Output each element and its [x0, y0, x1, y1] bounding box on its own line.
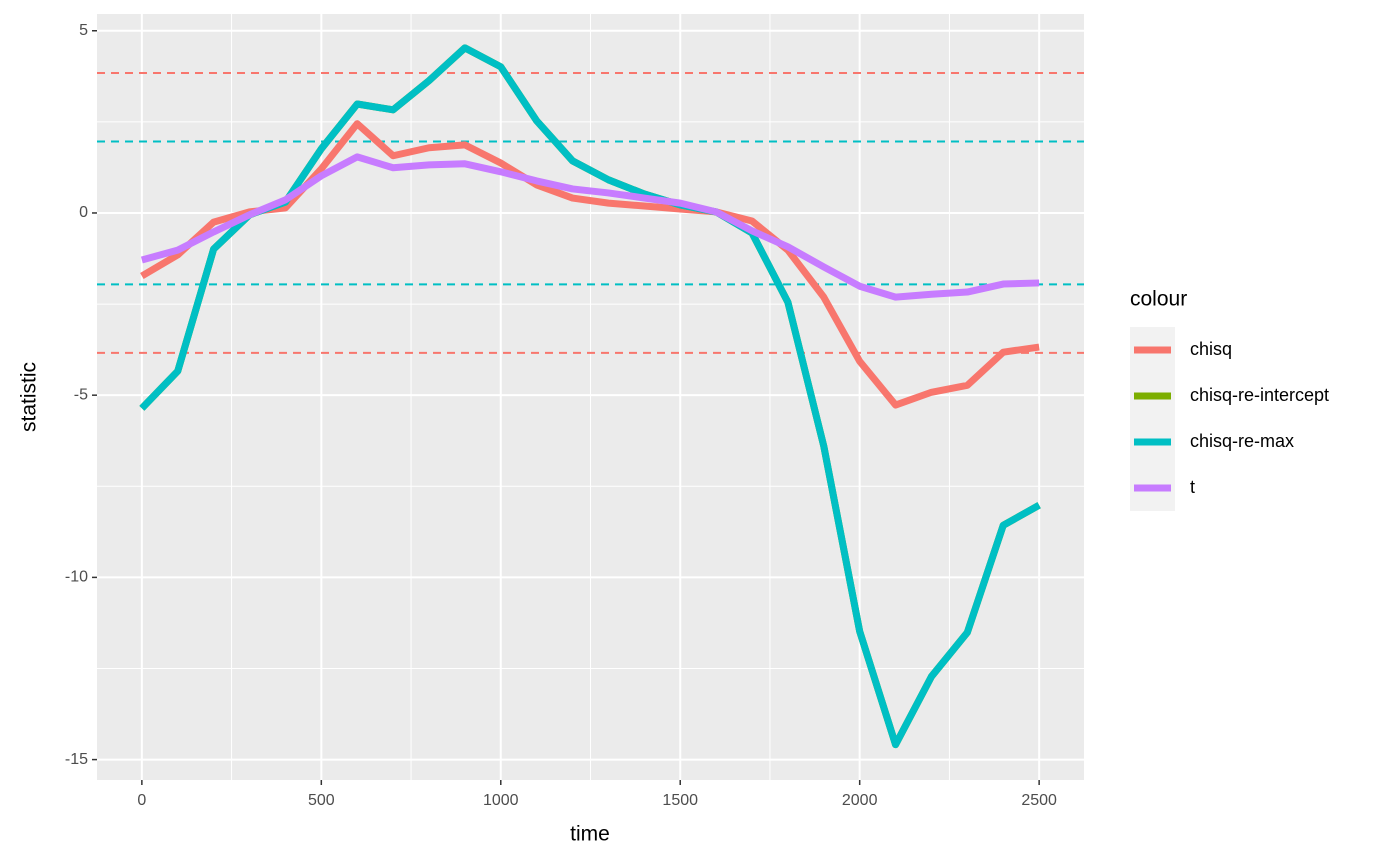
x-tick-label: 2500 — [1021, 792, 1057, 809]
x-tick-label: 1000 — [483, 792, 519, 809]
x-tick-label: 500 — [308, 792, 335, 809]
y-tick-label: 5 — [79, 22, 88, 39]
x-tick-label: 2000 — [842, 792, 878, 809]
x-tick-label: 1500 — [662, 792, 698, 809]
y-tick-label: 0 — [79, 204, 88, 221]
y-axis-title: statistic — [18, 362, 41, 432]
y-tick-label: -10 — [65, 569, 88, 586]
y-tick-label: -15 — [65, 751, 88, 768]
x-axis-title: time — [570, 823, 610, 846]
series-line — [140, 153, 1040, 301]
legend-label: chisq — [1190, 339, 1232, 359]
series-line — [140, 120, 1040, 409]
legend-title: colour — [1130, 288, 1187, 311]
legend-label: chisq-re-max — [1190, 431, 1294, 451]
x-tick-label: 0 — [137, 792, 146, 809]
legend-label: t — [1190, 477, 1195, 497]
legend-label: chisq-re-intercept — [1190, 385, 1329, 405]
y-tick-label: -5 — [74, 386, 88, 403]
